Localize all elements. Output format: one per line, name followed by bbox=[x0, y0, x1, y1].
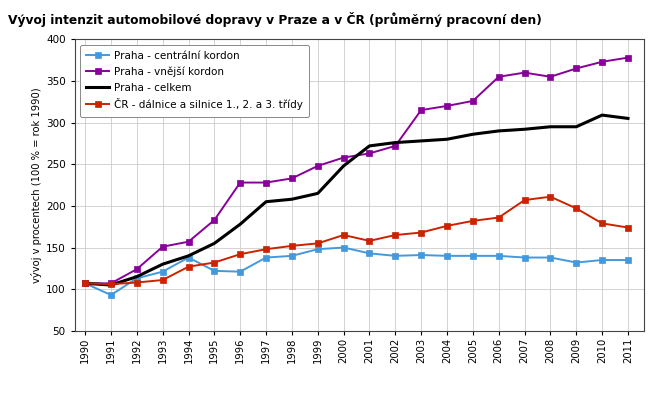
Praha - celkem bbox=[288, 197, 296, 202]
ČR - dálnice a silnice 1., 2. a 3. třídy bbox=[417, 230, 425, 235]
ČR - dálnice a silnice 1., 2. a 3. třídy bbox=[340, 233, 348, 237]
Praha - celkem bbox=[340, 164, 348, 168]
ČR - dálnice a silnice 1., 2. a 3. třídy bbox=[262, 247, 270, 251]
Praha - vnější kordon bbox=[624, 55, 632, 60]
Praha - celkem bbox=[237, 222, 244, 227]
ČR - dálnice a silnice 1., 2. a 3. třídy bbox=[133, 280, 140, 285]
Praha - vnější kordon bbox=[314, 164, 322, 168]
ČR - dálnice a silnice 1., 2. a 3. třídy bbox=[443, 223, 451, 228]
Line: Praha - centrální kordon: Praha - centrální kordon bbox=[83, 245, 630, 298]
Praha - celkem bbox=[598, 113, 606, 117]
Praha - centrální kordon bbox=[365, 251, 373, 256]
Praha - centrální kordon bbox=[573, 260, 580, 265]
Praha - celkem bbox=[495, 128, 502, 133]
Praha - centrální kordon bbox=[417, 253, 425, 257]
ČR - dálnice a silnice 1., 2. a 3. třídy bbox=[107, 282, 115, 287]
Praha - vnější kordon bbox=[417, 108, 425, 113]
Line: Praha - celkem: Praha - celkem bbox=[85, 115, 628, 285]
Praha - vnější kordon bbox=[185, 239, 192, 244]
Praha - celkem bbox=[81, 281, 89, 286]
Praha - celkem bbox=[521, 127, 528, 132]
ČR - dálnice a silnice 1., 2. a 3. třídy bbox=[159, 277, 166, 282]
Praha - centrální kordon bbox=[391, 253, 399, 258]
Praha - centrální kordon bbox=[185, 255, 192, 260]
Praha - vnější kordon bbox=[133, 267, 140, 271]
Praha - vnější kordon bbox=[391, 144, 399, 148]
Line: ČR - dálnice a silnice 1., 2. a 3. třídy: ČR - dálnice a silnice 1., 2. a 3. třídy bbox=[83, 194, 630, 287]
Praha - celkem bbox=[185, 253, 192, 258]
Praha - centrální kordon bbox=[107, 293, 115, 298]
ČR - dálnice a silnice 1., 2. a 3. třídy bbox=[314, 241, 322, 246]
Praha - centrální kordon bbox=[262, 255, 270, 260]
Praha - celkem bbox=[262, 199, 270, 204]
Praha - vnější kordon bbox=[495, 74, 502, 79]
Praha - vnější kordon bbox=[365, 151, 373, 156]
Praha - vnější kordon bbox=[159, 244, 166, 249]
ČR - dálnice a silnice 1., 2. a 3. třídy bbox=[469, 219, 477, 223]
Y-axis label: vývoj v procentech (100 % = rok 1990): vývoj v procentech (100 % = rok 1990) bbox=[31, 87, 42, 283]
Praha - celkem bbox=[443, 137, 451, 142]
Legend: Praha - centrální kordon, Praha - vnější kordon, Praha - celkem, ČR - dálnice a : Praha - centrální kordon, Praha - vnější… bbox=[80, 45, 309, 117]
Praha - vnější kordon bbox=[262, 180, 270, 185]
Praha - vnější kordon bbox=[469, 99, 477, 103]
Praha - centrální kordon bbox=[288, 253, 296, 258]
Praha - centrální kordon bbox=[495, 253, 502, 258]
ČR - dálnice a silnice 1., 2. a 3. třídy bbox=[288, 243, 296, 248]
Praha - celkem bbox=[417, 138, 425, 143]
ČR - dálnice a silnice 1., 2. a 3. třídy bbox=[185, 264, 192, 269]
Praha - vnější kordon bbox=[211, 218, 218, 223]
ČR - dálnice a silnice 1., 2. a 3. třídy bbox=[495, 215, 502, 220]
ČR - dálnice a silnice 1., 2. a 3. třídy bbox=[391, 233, 399, 237]
ČR - dálnice a silnice 1., 2. a 3. třídy bbox=[365, 239, 373, 243]
Praha - centrální kordon bbox=[81, 281, 89, 286]
Praha - celkem bbox=[107, 283, 115, 288]
Text: Vývoj intenzit automobilové dopravy v Praze a v ČR (průměrný pracovní den): Vývoj intenzit automobilové dopravy v Pr… bbox=[8, 12, 541, 27]
Praha - centrální kordon bbox=[133, 276, 140, 281]
ČR - dálnice a silnice 1., 2. a 3. třídy bbox=[547, 194, 554, 199]
Praha - vnější kordon bbox=[237, 180, 244, 185]
Praha - centrální kordon bbox=[547, 255, 554, 260]
Praha - centrální kordon bbox=[624, 257, 632, 262]
Line: Praha - vnější kordon: Praha - vnější kordon bbox=[83, 55, 630, 286]
Praha - vnější kordon bbox=[547, 74, 554, 79]
Praha - centrální kordon bbox=[469, 253, 477, 258]
Praha - centrální kordon bbox=[340, 245, 348, 250]
ČR - dálnice a silnice 1., 2. a 3. třídy bbox=[81, 281, 89, 286]
ČR - dálnice a silnice 1., 2. a 3. třídy bbox=[573, 206, 580, 211]
Praha - celkem bbox=[469, 132, 477, 137]
ČR - dálnice a silnice 1., 2. a 3. třídy bbox=[237, 252, 244, 257]
ČR - dálnice a silnice 1., 2. a 3. třídy bbox=[211, 260, 218, 265]
Praha - vnější kordon bbox=[598, 59, 606, 64]
Praha - celkem bbox=[159, 262, 166, 267]
Praha - vnější kordon bbox=[107, 281, 115, 286]
Praha - vnější kordon bbox=[443, 103, 451, 108]
Praha - centrální kordon bbox=[314, 247, 322, 251]
Praha - celkem bbox=[133, 274, 140, 279]
Praha - celkem bbox=[573, 124, 580, 129]
Praha - celkem bbox=[624, 116, 632, 121]
Praha - vnější kordon bbox=[340, 155, 348, 160]
ČR - dálnice a silnice 1., 2. a 3. třídy bbox=[598, 221, 606, 226]
Praha - vnější kordon bbox=[81, 281, 89, 286]
Praha - celkem bbox=[391, 140, 399, 145]
Praha - celkem bbox=[365, 144, 373, 148]
Praha - centrální kordon bbox=[211, 268, 218, 273]
Praha - celkem bbox=[314, 191, 322, 196]
Praha - centrální kordon bbox=[598, 257, 606, 262]
Praha - centrální kordon bbox=[443, 253, 451, 258]
Praha - vnější kordon bbox=[288, 176, 296, 181]
Praha - centrální kordon bbox=[237, 269, 244, 274]
Praha - centrální kordon bbox=[159, 269, 166, 274]
Praha - vnější kordon bbox=[573, 66, 580, 71]
Praha - celkem bbox=[211, 241, 218, 246]
Praha - centrální kordon bbox=[521, 255, 528, 260]
Praha - vnější kordon bbox=[521, 70, 528, 75]
Praha - celkem bbox=[547, 124, 554, 129]
ČR - dálnice a silnice 1., 2. a 3. třídy bbox=[521, 198, 528, 203]
ČR - dálnice a silnice 1., 2. a 3. třídy bbox=[624, 225, 632, 230]
